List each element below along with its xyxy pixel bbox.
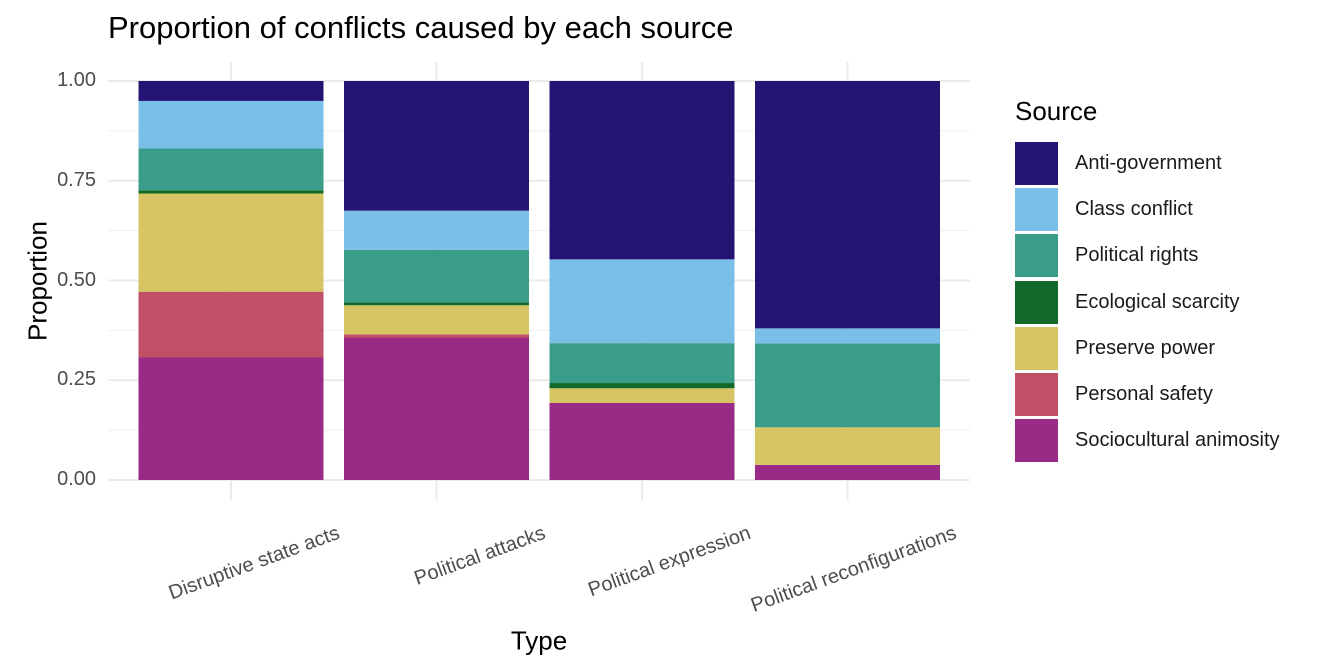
bar-segment bbox=[138, 291, 324, 358]
y-tick-label: 0.00 bbox=[57, 468, 96, 490]
legend-item: Political rights bbox=[1015, 233, 1280, 279]
chart-title: Proportion of conflicts caused by each s… bbox=[108, 10, 734, 45]
bar-segment bbox=[344, 249, 529, 303]
bar-segment bbox=[344, 210, 529, 250]
bar-segment bbox=[755, 464, 940, 480]
legend-swatch bbox=[1015, 326, 1058, 370]
bar-segment bbox=[549, 343, 735, 384]
bar-segment bbox=[549, 383, 735, 389]
legend-item: Anti-government bbox=[1015, 140, 1280, 186]
legend-swatch bbox=[1015, 234, 1058, 278]
bar-segment bbox=[138, 193, 324, 292]
legend-label: Preserve power bbox=[1075, 336, 1216, 359]
bar-segment bbox=[138, 357, 324, 480]
bar-segment bbox=[755, 427, 940, 465]
bar-segment bbox=[755, 343, 940, 428]
legend-item: Preserve power bbox=[1015, 325, 1280, 371]
bars bbox=[138, 81, 940, 480]
legend-swatch bbox=[1015, 419, 1058, 463]
bar-segment bbox=[344, 81, 529, 211]
x-axis-label: Type bbox=[510, 625, 568, 656]
legend-label: Class conflict bbox=[1075, 197, 1193, 220]
bar-segment bbox=[755, 81, 940, 329]
legend-label: Anti-government bbox=[1075, 151, 1222, 174]
y-tick-label: 1.00 bbox=[57, 69, 96, 91]
legend-swatch bbox=[1015, 373, 1058, 417]
legend-items: Anti-government Class conflict Political r… bbox=[1015, 140, 1280, 464]
legend-title: Source bbox=[1015, 96, 1098, 126]
legend-swatch bbox=[1015, 187, 1058, 231]
bar-segment bbox=[549, 402, 735, 480]
y-tick-label: 0.50 bbox=[57, 268, 96, 291]
bar-segment bbox=[138, 81, 324, 101]
bar-segment bbox=[138, 100, 324, 149]
legend-label: Sociocultural animosity bbox=[1075, 429, 1280, 452]
legend-item: Class conflict bbox=[1015, 186, 1280, 232]
legend-item: Personal safety bbox=[1015, 371, 1280, 417]
bar-segment bbox=[138, 190, 324, 194]
bar-segment bbox=[549, 388, 735, 403]
legend-label: Personal safety bbox=[1075, 383, 1213, 406]
legend-item: Ecological scarcity bbox=[1015, 279, 1280, 325]
bar-segment bbox=[138, 148, 324, 191]
y-tick-label: 0.75 bbox=[57, 168, 96, 191]
legend-swatch bbox=[1015, 141, 1058, 185]
bar-segment bbox=[549, 259, 735, 344]
legend: Source Anti-government Class conflict Poli… bbox=[1015, 96, 1280, 464]
bar-segment bbox=[344, 334, 529, 338]
legend-label: Ecological scarcity bbox=[1075, 290, 1240, 313]
y-tick-label: 0.25 bbox=[57, 368, 96, 391]
legend-swatch bbox=[1015, 280, 1058, 324]
bar-segment bbox=[755, 328, 940, 344]
legend-label: Political rights bbox=[1075, 244, 1199, 267]
bar-segment bbox=[549, 81, 735, 260]
bar-segment bbox=[344, 305, 529, 335]
legend-item: Sociocultural animosity bbox=[1015, 418, 1280, 464]
bar-segment bbox=[344, 302, 529, 306]
bar-segment bbox=[344, 337, 529, 480]
